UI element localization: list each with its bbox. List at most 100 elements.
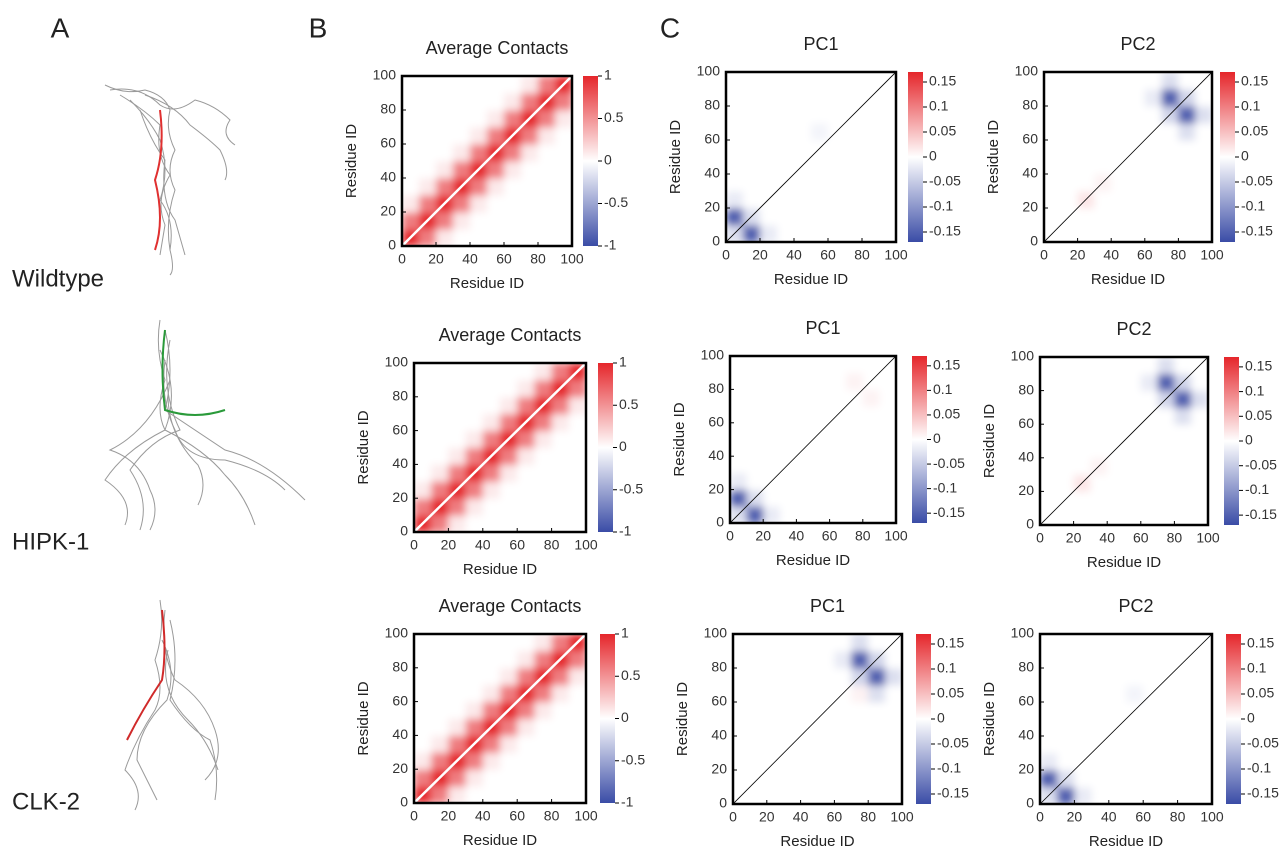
heat-cell: [466, 397, 484, 414]
x-tick-label: 40: [462, 251, 478, 267]
heat-cell: [1090, 424, 1107, 441]
colorbar: [600, 634, 615, 803]
heat-cell: [813, 473, 830, 490]
heat-cell: [1111, 191, 1128, 209]
heat-cell: [534, 448, 552, 465]
heat-cell: [487, 178, 505, 196]
heat-cell: [431, 634, 449, 651]
heat-cell: [1128, 208, 1145, 226]
heat-cell: [569, 481, 587, 498]
heat-cell: [733, 634, 750, 652]
heat-cell: [534, 515, 552, 532]
colorbar: [598, 363, 613, 532]
colorbar-tick-label: 1: [619, 354, 627, 370]
x-tick-label: 60: [820, 247, 836, 263]
heat-cell: [431, 414, 449, 431]
x-axis-label: Residue ID: [1087, 554, 1161, 571]
colorbar-tick-label: 0.5: [604, 109, 624, 125]
heatmap-panel: 020406080100020406080100Average Contacts…: [355, 325, 643, 578]
heat-cell: [1162, 72, 1179, 90]
heat-cell: [784, 651, 801, 669]
heat-cell: [801, 753, 818, 771]
heat-cell: [534, 752, 552, 769]
heat-cell: [1191, 391, 1208, 408]
heat-cell: [1158, 508, 1175, 525]
heat-cell: [1078, 140, 1095, 158]
x-axis-label: Residue ID: [776, 552, 850, 569]
y-tick-label: 80: [392, 388, 408, 404]
heat-cell: [863, 473, 880, 490]
heat-cell: [569, 769, 587, 786]
heat-cell: [431, 735, 449, 752]
heat-cell: [1195, 719, 1213, 737]
heat-cell: [569, 515, 587, 532]
heat-cell: [767, 770, 784, 788]
colorbar-tick-label: 0.05: [1241, 123, 1268, 139]
heatmap-panel: 020406080100020406080100PC1Residue IDRes…: [667, 34, 961, 288]
heat-cell: [414, 414, 432, 431]
heat-cell: [538, 212, 556, 230]
y-tick-label: 100: [1011, 625, 1035, 641]
heat-cell: [1040, 634, 1058, 652]
x-tick-label: 20: [441, 537, 457, 553]
heat-cell: [1074, 491, 1091, 508]
heat-cell: [414, 464, 432, 481]
heat-cell: [733, 668, 750, 686]
heat-cell: [834, 668, 851, 686]
chart-title: PC1: [803, 34, 838, 54]
heat-cell: [784, 668, 801, 686]
heat-cell: [1141, 491, 1158, 508]
heat-cell: [730, 490, 747, 507]
heat-cell: [1195, 770, 1213, 788]
heat-cell: [863, 356, 880, 373]
heat-cell: [845, 157, 863, 175]
heat-cell: [483, 702, 501, 719]
heat-cell: [500, 651, 518, 668]
heat-cell: [784, 719, 801, 737]
heat-cell: [885, 719, 902, 737]
heat-cell: [879, 140, 897, 158]
heat-cell: [760, 106, 778, 124]
colorbar-tick-label: -0.5: [619, 480, 643, 496]
heat-cell: [730, 389, 747, 406]
heat-cell: [538, 229, 556, 247]
heat-cell: [784, 787, 801, 805]
y-tick-label: 60: [708, 414, 724, 430]
heat-cell: [1057, 787, 1075, 805]
heat-cell: [813, 506, 830, 523]
colorbar-tick-label: 0.1: [1247, 660, 1267, 676]
heat-cell: [517, 786, 535, 803]
heat-cell: [466, 702, 484, 719]
colorbar: [908, 72, 923, 242]
heat-cell: [483, 498, 501, 515]
colorbar-tick-label: -0.5: [621, 751, 645, 767]
heat-cell: [743, 174, 761, 192]
heat-cell: [1044, 123, 1061, 141]
chart-title: Average Contacts: [439, 596, 582, 616]
heat-cell: [726, 157, 744, 175]
heat-cell: [1057, 719, 1075, 737]
heat-cell: [796, 506, 813, 523]
heat-cell: [834, 719, 851, 737]
x-tick-label: 60: [509, 537, 525, 553]
heat-cell: [436, 76, 454, 94]
heat-cell: [436, 178, 454, 196]
heat-cell: [504, 212, 522, 230]
y-tick-label: 0: [1030, 233, 1038, 249]
heat-cell: [521, 76, 539, 94]
heat-cell: [780, 473, 797, 490]
heat-cell: [414, 380, 432, 397]
heat-cell: [726, 123, 744, 141]
chart-title: PC2: [1120, 34, 1155, 54]
heat-cell: [1126, 736, 1144, 754]
x-tick-label: 20: [1066, 530, 1082, 546]
heat-cell: [834, 787, 851, 805]
x-tick-label: 20: [759, 809, 775, 825]
heat-cell: [801, 668, 818, 686]
heat-cell: [504, 229, 522, 247]
heat-cell: [500, 735, 518, 752]
heat-cell: [747, 406, 764, 423]
heat-cell: [534, 685, 552, 702]
y-tick-label: 40: [1018, 449, 1034, 465]
